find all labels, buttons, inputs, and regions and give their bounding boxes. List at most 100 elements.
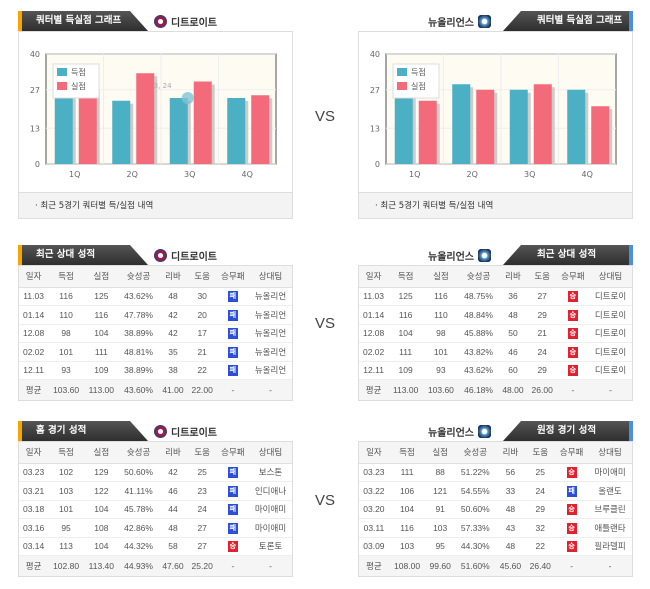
table-cell: 93 [48,361,84,380]
table-cell: 91 [425,500,456,519]
section-title: 최근 상대 성적 [18,245,148,265]
result-badge: 승 [566,541,577,553]
result-badge: 승 [567,309,578,321]
average-cell: 43.60% [118,379,159,400]
table-header-row: 일자 득점 실점 슛성공 리바 도움 승무패 상대팀 [359,266,632,288]
table-cell: 108 [83,518,119,538]
table-cell: 121 [425,481,456,501]
table-cell: 48 [495,500,526,519]
average-cell: 48.00 [498,379,528,400]
result-badge: 승 [227,541,238,553]
bar-lost-2Q [476,89,495,164]
team-name: 뉴올리언스 [428,252,474,263]
bar-scored-3Q [169,98,188,164]
table-cell: 38.89% [118,361,159,380]
legend-swatch [57,68,67,76]
table-cell: 03.21 [19,481,49,501]
table-cell: 24 [527,342,557,362]
table-cell: 21 [187,342,217,362]
table-cell: 116 [423,287,459,306]
average-cell: 108.00 [388,555,426,576]
table-cell: 35 [158,342,188,362]
bar-scored-2Q [112,100,131,164]
result-cell: 승 [555,500,589,519]
result-cell: 패 [216,481,249,501]
hover-point [181,92,194,104]
table-header-row: 일자 득점 실점 슛성공 리바 도움 승무패 상대팀 [19,266,292,288]
result-cell: 승 [555,463,589,482]
table-cell: 42 [158,463,188,482]
new-orleans-logo-icon [478,15,491,28]
table-row: 11.03 125 116 48.75% 36 27 승 디트로이 [359,287,632,306]
average-cell: 103.60 [423,379,459,400]
table-cell: 디트로이 [589,361,632,380]
table-row: 12.11 109 93 43.62% 60 29 승 디트로이 [359,361,632,380]
table-cell: 43.62% [118,287,159,306]
table-row: 02.02 111 101 43.82% 46 24 승 디트로이 [359,342,632,362]
new-orleans-logo-icon [478,249,491,262]
table-cell: 22 [187,361,217,380]
result-badge: 패 [566,485,577,497]
table-row: 03.23 111 88 51.22% 56 25 승 마이애미 [359,463,632,482]
column-header: 상대팀 [249,442,292,464]
table-cell: 23 [187,481,217,501]
column-header: 리바 [495,442,526,464]
average-cell: 102.80 [48,555,84,576]
average-cell: 41.00 [158,379,188,400]
table-cell: 25 [525,463,556,482]
table-row: 03.16 95 108 42.86% 48 27 패 마이애미 [19,518,292,538]
table-header-row: 일자 득점 실점 슛성공 리바 도움 승무패 상대팀 [359,442,632,464]
result-cell: 패 [216,305,249,325]
home-games-panel: 홈 경기 성적 디트로이트 일자 득점 실점 슛성공 리바 도움 승무패 상대팀 03.23 10… [18,421,293,577]
table-row: 03.11 116 103 57.33% 43 32 승 애틀랜타 [359,518,632,538]
y-tick-label: 27 [30,86,40,95]
tooltip-label: 3, 24 [154,82,172,90]
detroit-logo-icon [154,249,167,262]
average-cell: - [249,379,292,400]
table-row: 03.20 104 91 50.60% 48 29 승 브루클린 [359,500,632,519]
x-tick-label: 1Q [409,170,420,179]
home-h2h-panel: 최근 상대 성적 디트로이트 일자 득점 실점 슛성공 리바 도움 승무패 상대팀 11.03 1… [18,245,293,401]
table-cell: 129 [83,463,119,482]
table-cell: 101 [423,342,459,362]
result-cell: 패 [216,287,249,306]
legend-label: 득점 [411,67,426,77]
table-row: 01.14 116 110 48.84% 48 29 승 디트로이 [359,305,632,325]
table-cell: 42.86% [118,518,159,538]
table-cell: 01.14 [19,305,49,325]
table-cell: 디트로이 [589,324,632,343]
column-header: 실점 [83,266,119,288]
average-cell: 평균 [359,555,389,576]
table-cell: 113 [48,537,84,556]
table-cell: 20 [187,305,217,325]
average-cell: 평균 [19,555,49,576]
stats-table: 일자 득점 실점 슛성공 리바 도움 승무패 상대팀 03.23 102 129 50.60% 42 25… [19,442,292,576]
result-badge: 승 [567,365,578,377]
table-cell: 104 [388,500,426,519]
table-cell: 45.88% [458,324,499,343]
result-badge: 승 [567,328,578,340]
table-cell: 56 [495,463,526,482]
table-cell: 103 [388,537,426,556]
table-cell: 뉴올리언 [249,324,292,343]
table-cell: 보스톤 [249,463,292,482]
result-badge: 패 [227,522,238,534]
table-header-row: 일자 득점 실점 슛성공 리바 도움 승무패 상대팀 [19,442,292,464]
x-tick-label: 4Q [582,170,593,179]
table-cell: 111 [388,342,424,362]
column-header: 상대팀 [588,442,632,464]
column-header: 슛성공 [118,442,159,464]
average-row: 평균 113.00 103.60 46.18% 48.00 26.00- - [359,379,632,400]
section-title: 쿼터별 득실점 그래프 [18,11,148,31]
result-cell: 승 [555,518,589,538]
vs-label: VS [315,492,336,509]
detroit-logo-icon [154,425,167,438]
y-tick-label: 0 [375,160,380,169]
table-cell: 38.89% [118,324,159,343]
column-header: 슛성공 [118,266,159,288]
legend-swatch [397,82,407,90]
y-tick-label: 27 [370,86,380,95]
team-name: 디트로이트 [171,252,217,263]
table-cell: 27 [187,537,217,556]
table-cell: 42 [158,305,188,325]
